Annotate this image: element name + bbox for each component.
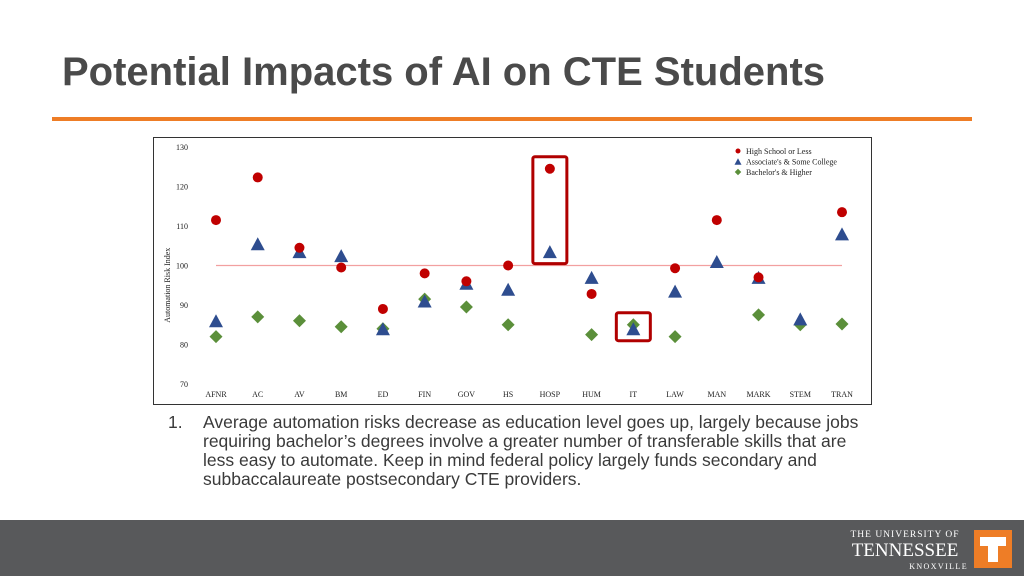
x-tick-label: AC — [252, 390, 263, 399]
y-tick-label: 80 — [180, 341, 188, 350]
point-diamond-gov — [459, 300, 473, 314]
point-circle-tran — [837, 207, 847, 218]
y-tick-label: 90 — [180, 301, 188, 310]
x-tick-label: HOSP — [540, 390, 561, 399]
y-tick-label: 70 — [180, 380, 188, 389]
point-triangle-hs — [501, 282, 516, 296]
footer-bar: THE UNIVERSITY OF TENNESSEE KNOXVILLE — [0, 520, 1024, 576]
x-tick-label: TRAN — [831, 390, 853, 399]
point-diamond-afnr — [209, 330, 223, 344]
legend-label: Associate's & Some College — [746, 158, 837, 167]
point-triangle-man — [709, 255, 724, 269]
y-axis-label: Automation Risk Index — [163, 248, 172, 323]
x-tick-label: ED — [378, 390, 389, 399]
university-logo: THE UNIVERSITY OF TENNESSEE KNOXVILLE — [842, 530, 1012, 571]
x-tick-label: FIN — [418, 390, 431, 399]
logo-line-3: KNOXVILLE — [909, 562, 968, 571]
logo-line-2: TENNESSEE — [851, 540, 959, 561]
point-triangle-ac — [250, 237, 265, 251]
point-triangle-hosp — [542, 245, 557, 259]
legend-marker-diamond — [734, 168, 742, 176]
automation-risk-chart: 70 80 90 100 110 120 130 Automation Risk Index A… — [153, 137, 872, 405]
point-circle-bm — [336, 262, 347, 273]
x-tick-label: HS — [503, 390, 513, 399]
point-triangle-stem — [793, 312, 808, 326]
point-circle-afnr — [211, 215, 221, 226]
point-circle-fin — [419, 268, 430, 279]
x-tick-label: HUM — [582, 390, 601, 399]
x-tick-label: MARK — [747, 390, 771, 399]
x-tick-label: LAW — [666, 390, 684, 399]
x-tick-label: STEM — [790, 390, 811, 399]
chart-canvas: 70 80 90 100 110 120 130 Automation Risk Index A… — [163, 143, 853, 399]
point-circle-mark — [753, 272, 764, 283]
point-circle-ac — [252, 172, 263, 183]
point-circle-gov — [461, 276, 472, 287]
x-tick-label: IT — [630, 390, 638, 399]
legend-label: Bachelor's & Higher — [746, 168, 812, 177]
power-t-icon — [974, 530, 1012, 568]
legend-marker-circle — [735, 148, 741, 154]
y-tick-label: 130 — [176, 143, 188, 152]
y-tick-label: 110 — [176, 222, 188, 231]
point-circle-hum — [586, 288, 597, 299]
title-underline — [52, 117, 972, 121]
highlight-box-it — [614, 311, 652, 343]
point-circle-hosp — [544, 163, 555, 174]
point-diamond-law — [668, 330, 682, 344]
point-diamond-tran — [835, 317, 849, 331]
logo-line-1: THE UNIVERSITY OF — [850, 530, 960, 540]
x-tick-label: AV — [294, 390, 305, 399]
point-diamond-hum — [585, 328, 599, 342]
legend-marker-triangle — [734, 158, 742, 165]
point-diamond-mark — [752, 308, 766, 322]
point-triangle-ed — [375, 322, 390, 336]
y-tick-label: 100 — [176, 262, 188, 271]
point-circle-hs — [503, 260, 514, 271]
point-circle-law — [670, 263, 681, 274]
x-tick-label: GOV — [458, 390, 476, 399]
point-triangle-it — [626, 322, 641, 336]
point-diamond-av — [292, 314, 306, 328]
footnote-number: 1. — [168, 412, 183, 432]
point-circle-av — [294, 242, 305, 253]
slide-title: Potential Impacts of AI on CTE Students — [62, 50, 826, 94]
point-triangle-bm — [334, 249, 349, 263]
point-triangle-afnr — [209, 314, 223, 328]
point-triangle-law — [668, 284, 683, 298]
point-diamond-ac — [251, 310, 265, 324]
highlight-box-hosp — [531, 155, 569, 266]
point-diamond-hs — [501, 318, 515, 332]
x-tick-label: AFNR — [205, 390, 227, 399]
point-diamond-bm — [334, 320, 348, 334]
point-triangle-fin — [417, 294, 432, 308]
x-tick-label: BM — [335, 390, 347, 399]
y-tick-label: 120 — [176, 183, 188, 192]
point-circle-man — [711, 215, 722, 226]
x-tick-label: MAN — [707, 390, 726, 399]
legend-label: High School or Less — [746, 147, 812, 156]
point-triangle-tran — [835, 227, 849, 241]
point-circle-ed — [377, 303, 388, 314]
footnote-text: Average automation risks decrease as edu… — [203, 412, 859, 489]
point-triangle-hum — [584, 270, 599, 284]
